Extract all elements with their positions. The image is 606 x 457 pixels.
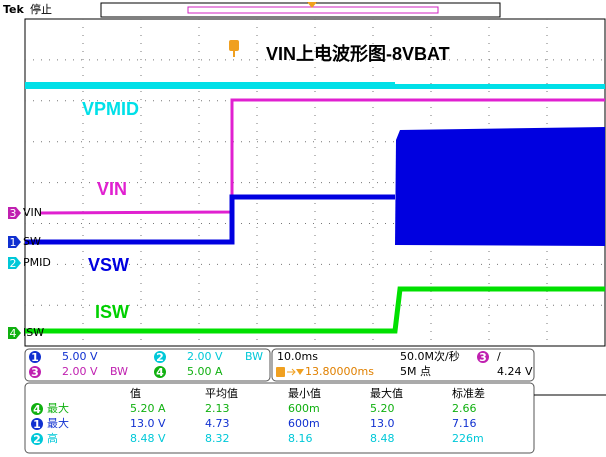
channel-badge — [29, 351, 41, 363]
channel-marker-label: PMID — [23, 256, 51, 269]
record-window — [187, 6, 439, 14]
channel-marker — [8, 236, 21, 248]
trigger-position: 13.80000ms — [305, 365, 374, 378]
channel-number: 2 — [33, 433, 41, 446]
measurement-value: 4.73 — [205, 417, 230, 430]
measurement-value: 5.20 — [370, 402, 395, 415]
trigger-position-marker — [307, 2, 317, 8]
channel-badge — [154, 351, 166, 363]
bandwidth-limit: BW — [110, 365, 128, 378]
measurement-value: 600m — [288, 417, 320, 430]
channel-number: 4 — [33, 403, 41, 416]
measurement-header: 最小值 — [288, 387, 321, 400]
vin-trace — [39, 98, 605, 215]
channel-marker — [8, 207, 21, 219]
trace-label: VSW — [88, 255, 129, 275]
measurement-box — [24, 382, 535, 454]
measurement-value: 600m — [288, 402, 320, 415]
measurement-value: 2.66 — [452, 402, 477, 415]
channel-number: 2 — [156, 351, 164, 364]
vsw-switching — [395, 127, 605, 246]
channel-badge — [154, 366, 166, 378]
measurement-value: 8.16 — [288, 432, 313, 445]
channel-badge — [31, 433, 43, 445]
timebase-box — [271, 348, 535, 382]
channel-scale: 5.00 A — [187, 365, 223, 378]
channel-marker-number: 4 — [10, 327, 17, 340]
vpmid-trace — [25, 82, 395, 89]
measurement-value: 226m — [452, 432, 484, 445]
measurement-header: 标准差 — [452, 386, 485, 400]
channel-marker — [8, 327, 21, 339]
measurement-value: 8.32 — [205, 432, 230, 445]
measurement-header: 平均值 — [205, 387, 238, 400]
measurement-header: 值 — [130, 387, 141, 400]
channel-scale: 2.00 V — [62, 365, 98, 378]
trigger-icon — [276, 367, 285, 377]
measurement-value: 8.48 V — [130, 432, 166, 445]
record-length: 5M 点 — [400, 365, 431, 378]
sample-rate: 50.0M次/秒 — [400, 349, 460, 363]
channel-marker-label: VIN — [23, 206, 42, 219]
isw-trace — [25, 286, 605, 334]
measurement-value: 5.20 A — [130, 402, 166, 415]
channel-badge — [477, 351, 489, 363]
measurement-value: 13.0 V — [130, 417, 166, 430]
vpmid-trace — [395, 84, 605, 89]
channel-scale: 5.00 V — [62, 350, 98, 363]
trace-label: VPMID — [82, 99, 139, 119]
channel-marker-number: 1 — [10, 236, 17, 249]
channel-marker-label: SW — [23, 235, 41, 248]
vsw-trace — [25, 194, 395, 245]
measurement-name: 高 — [47, 431, 58, 445]
channel-number: 1 — [31, 351, 39, 364]
trigger-arrow-down — [296, 369, 304, 375]
trace-label: ISW — [95, 302, 129, 322]
horizontal-scale: 10.0ms — [277, 350, 318, 363]
channel-marker-number: 3 — [10, 207, 17, 220]
channel-badge — [31, 403, 43, 415]
trigger-arrow — [287, 368, 296, 376]
channel-badge — [29, 366, 41, 378]
trigger-marker — [229, 40, 239, 51]
bandwidth-limit: BW — [245, 350, 263, 363]
measurement-name: 最大 — [47, 416, 69, 430]
measurement-value: 13.0 — [370, 417, 395, 430]
title: VIN上电波形图-8VBAT — [266, 43, 450, 64]
channel-number: 3 — [479, 351, 487, 364]
trace-label: VIN — [97, 179, 127, 199]
measurement-value: 7.16 — [452, 417, 477, 430]
measurement-header: 最大值 — [370, 386, 403, 400]
measurement-value: 2.13 — [205, 402, 230, 415]
trigger-level: 4.24 V — [497, 365, 533, 378]
channel-box — [24, 348, 271, 382]
measurement-name: 最大 — [47, 401, 69, 415]
channel-marker-label: ISW — [23, 326, 44, 339]
channel-number: 3 — [31, 366, 39, 379]
channel-scale: 2.00 V — [187, 350, 223, 363]
measurement-value: 8.48 — [370, 432, 395, 445]
channel-badge — [31, 418, 43, 430]
record-view — [100, 2, 501, 18]
channel-marker — [8, 257, 21, 269]
channel-number: 1 — [33, 418, 41, 431]
channel-number: 4 — [156, 366, 164, 379]
trigger-slope: / — [497, 350, 501, 363]
channel-marker-number: 2 — [10, 257, 17, 270]
brand: Tek — [3, 3, 25, 16]
run-status: 停止 — [30, 2, 52, 16]
